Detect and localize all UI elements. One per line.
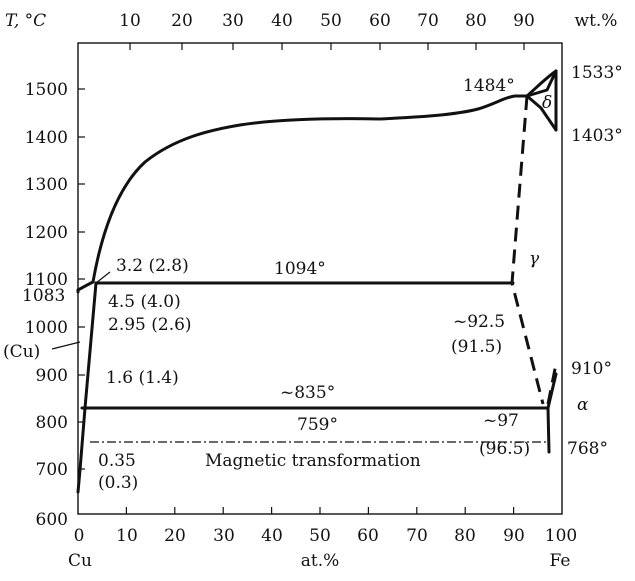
annot-c295: 2.95 (2.6) [108, 315, 192, 335]
annot-delta: δ [542, 93, 552, 113]
bottom-label-80: 80 [454, 526, 476, 546]
top-axis-labels: T, °C 10 20 30 40 50 60 70 80 90 wt.% [5, 11, 617, 31]
bottom-label-50: 50 [309, 526, 331, 546]
left-label-1400: 1400 [25, 128, 68, 148]
delta-solvus-lower [525, 94, 558, 132]
gamma-solvus-dashed [510, 95, 545, 405]
bottom-label-40: 40 [261, 526, 283, 546]
annot-t1533: 1533° [571, 63, 623, 83]
left-axis-ticks [78, 88, 85, 470]
liquidus-curve [76, 69, 558, 292]
annot-t1094: 1094° [274, 259, 326, 279]
annot-t759: 759° [297, 415, 338, 435]
annot-cu-phase: (Cu) [3, 342, 40, 362]
left-label-900: 900 [36, 366, 68, 386]
bottom-label-10: 10 [116, 526, 138, 546]
c32-leader [95, 271, 111, 284]
cu-phase-leader [51, 341, 81, 350]
alpha-solvus [540, 406, 551, 454]
annot-c965: (96.5) [479, 439, 530, 459]
top-label-60: 60 [369, 11, 391, 31]
left-label-700: 700 [36, 460, 68, 480]
annot-c97: ~97 [483, 411, 519, 431]
annot-c925: ~92.5 [453, 312, 505, 332]
annot-c915: (91.5) [451, 337, 502, 357]
annotations: 1533° 1484° δ 1403° γ 1094° 3.2 (2.8) 10… [3, 63, 623, 493]
top-label-90: 90 [513, 11, 535, 31]
top-label-10: 10 [119, 11, 141, 31]
bottom-label-20: 20 [164, 526, 186, 546]
annot-t1083: 1083 [22, 286, 65, 306]
top-label-80: 80 [465, 11, 487, 31]
top-label-40: 40 [271, 11, 293, 31]
annot-c45: 4.5 (4.0) [108, 292, 181, 312]
left-label-1100: 1100 [25, 270, 68, 290]
bottom-axis-title: at.% [301, 551, 340, 571]
left-label-1500: 1500 [25, 80, 68, 100]
bottom-axis-labels: 0 10 20 30 40 50 60 70 80 90 100 [74, 526, 578, 546]
left-label-1300: 1300 [25, 175, 68, 195]
cu-solidus [76, 281, 98, 494]
annot-t835: ~835° [280, 383, 335, 403]
annot-gamma: γ [529, 249, 540, 269]
left-axis-labels: 600 700 800 900 1000 1100 1200 1300 1400… [25, 80, 68, 530]
left-label-1000: 1000 [25, 318, 68, 338]
annot-c035: 0.35 [98, 451, 136, 471]
left-label-800: 800 [36, 413, 68, 433]
annot-alpha: α [577, 395, 589, 415]
bottom-label-30: 30 [213, 526, 235, 546]
annot-t1403: 1403° [571, 126, 623, 146]
bottom-label-100: 100 [545, 526, 577, 546]
top-label-70: 70 [417, 11, 439, 31]
top-label-20: 20 [171, 11, 193, 31]
element-cu: Cu [68, 551, 92, 571]
top-label-30: 30 [222, 11, 244, 31]
annot-t910: 910° [571, 359, 612, 379]
bottom-label-60: 60 [357, 526, 379, 546]
annot-c32: 3.2 (2.8) [116, 256, 189, 276]
top-axis-unit: wt.% [575, 11, 618, 31]
gamma-alpha-dashed [546, 363, 558, 405]
annot-t768: 768° [567, 439, 608, 459]
annot-c03: (0.3) [98, 473, 138, 493]
delta-solvus-upper [525, 69, 558, 98]
bottom-axis-ticks [125, 507, 515, 514]
bottom-label-0: 0 [74, 526, 85, 546]
left-label-600: 600 [36, 510, 68, 530]
temperature-axis-title: T, °C [5, 11, 46, 31]
annot-c16: 1.6 (1.4) [106, 368, 179, 388]
left-label-1200: 1200 [25, 223, 68, 243]
annot-t1484: 1484° [463, 76, 515, 96]
annot-magnetic: Magnetic transformation [205, 451, 421, 471]
top-label-50: 50 [320, 11, 342, 31]
element-fe: Fe [550, 551, 571, 571]
bottom-label-90: 90 [503, 526, 525, 546]
top-axis-ticks [129, 43, 525, 50]
bottom-label-70: 70 [406, 526, 428, 546]
